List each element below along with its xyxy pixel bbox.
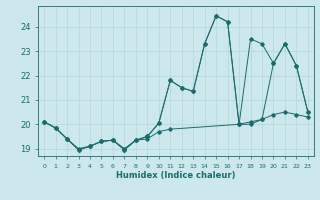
X-axis label: Humidex (Indice chaleur): Humidex (Indice chaleur) (116, 171, 236, 180)
